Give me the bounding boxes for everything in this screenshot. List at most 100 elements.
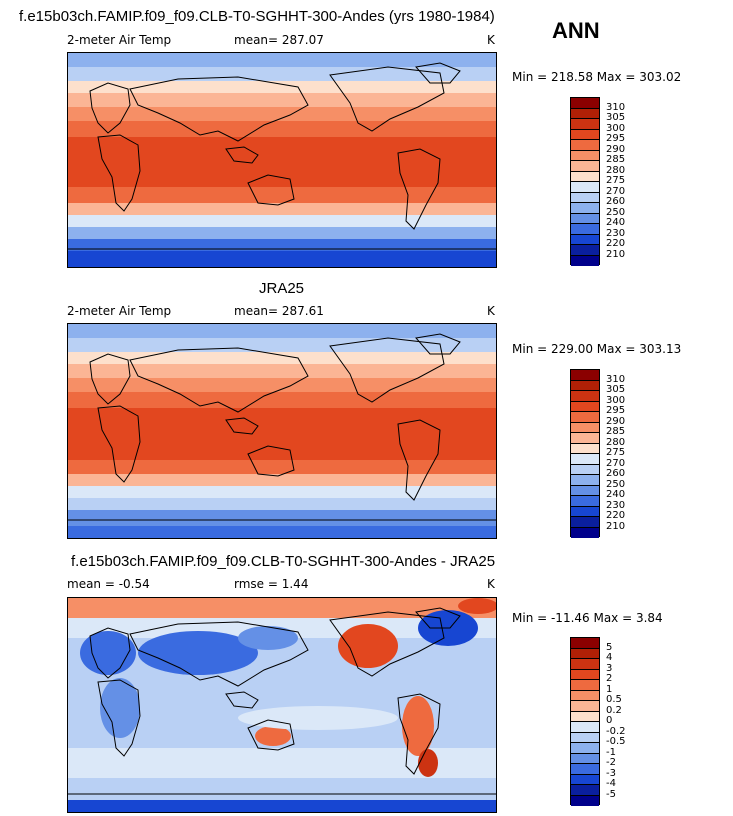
panel1-colorbar-tick-label: 285 (606, 154, 626, 165)
panel3-title: f.e15b03ch.FAMIP.f09_f09.CLB-T0-SGHHT-30… (71, 553, 496, 570)
panel1-colorbar-tick-label: 275 (606, 175, 626, 186)
panel3-colorbar-tick-label: -0.2 (606, 725, 626, 737)
panel3-colorbar-tick-label: -2 (606, 757, 616, 768)
panel1-colorbar-tick-label: 240 (606, 217, 626, 228)
panel2-units: K (487, 304, 495, 318)
panel1-mean: mean= 287.07 (234, 33, 324, 47)
panel2-colorbar-tick-label: 220 (606, 510, 626, 521)
panel3-colorbar-swatch (571, 764, 599, 775)
panel3-colorbar-swatch (571, 648, 599, 659)
panel3-colorbar-tick-label: 0.2 (606, 704, 622, 716)
panel2-colorbar-swatch (571, 370, 599, 381)
panel1-colorbar-swatch (571, 224, 599, 235)
panel1-colorbar-tick-label: 220 (606, 238, 626, 249)
panel1-colorbar-tick-label: 290 (606, 143, 626, 155)
panel2-mean: mean= 287.61 (234, 304, 324, 318)
panel1-colorbar-swatch (571, 182, 599, 193)
panel1-colorbar-tick-label: 300 (606, 122, 626, 134)
panel2-colorbar-tick-label: 240 (606, 489, 626, 500)
panel3-colorbar-swatch (571, 785, 599, 796)
panel2-colorbar-swatch (571, 517, 599, 528)
panel3-colorbar-tick-label: -1 (606, 746, 616, 758)
panel3-colorbar-swatch (571, 690, 599, 701)
panel1-colorbar-box (570, 97, 600, 266)
panel2-colorbar-swatch (571, 380, 599, 391)
main-title: f.e15b03ch.FAMIP.f09_f09.CLB-T0-SGHHT-30… (19, 8, 495, 25)
panel3-colorbar-tick-label: -5 (606, 788, 616, 800)
panel1-units: K (487, 33, 495, 47)
panel2-colorbar-tick-label: 285 (606, 426, 626, 437)
panel2-colorbar-swatch (571, 475, 599, 486)
panel3-colorbar-swatch (571, 774, 599, 785)
panel2-colorbar-tick-label: 290 (606, 415, 626, 427)
panel2-colorbar-tick-label: 310 (606, 373, 626, 385)
panel2-colorbar-swatch (571, 412, 599, 423)
panel1-colorbar-swatch (571, 108, 599, 119)
panel3-minmax: Min = -11.46 Max = 3.84 (512, 611, 663, 625)
panel3-map (67, 597, 497, 813)
panel2-colorbar-tick-label: 300 (606, 394, 626, 406)
panel3-colorbar-tick-label: 1 (606, 683, 613, 695)
panel1-colorbar-tick-label: 250 (606, 206, 626, 218)
panel1-colorbar-swatch (571, 171, 599, 182)
panel3-colorbar-swatch (571, 701, 599, 712)
panel3-colorbar-swatch (571, 753, 599, 764)
panel1-variable: 2-meter Air Temp (67, 33, 172, 47)
panel1-colorbar-swatch (571, 192, 599, 203)
panel1-colorbar-tick-label: 210 (606, 248, 626, 260)
panel2-colorbar-tick-label: 250 (606, 478, 626, 490)
panel1-colorbar-tick-label: 295 (606, 133, 626, 144)
panel1-colorbar-tick-label: 270 (606, 185, 626, 197)
panel2-colorbar-swatch (571, 506, 599, 517)
panel1-colorbar-tick-label: 260 (606, 196, 626, 207)
panel2-colorbar-swatch (571, 401, 599, 412)
panel1-colorbar-swatch (571, 213, 599, 224)
panel2-colorbar-swatch (571, 485, 599, 496)
panel1-colorbar-swatch (571, 150, 599, 161)
panel2-colorbar-swatch (571, 443, 599, 454)
panel3-rmse: rmse = 1.44 (234, 577, 309, 591)
panel3-colorbar-tick-label: 3 (606, 662, 613, 674)
panel3-units: K (487, 577, 495, 591)
panel1-colorbar-swatch (571, 119, 599, 130)
panel2-colorbar-swatch (571, 454, 599, 465)
panel2-colorbar-tick-label: 210 (606, 520, 626, 532)
panel3-colorbar-swatch (571, 795, 599, 806)
panel3-colorbar-swatch (571, 680, 599, 691)
panel2-colorbar-tick-label: 305 (606, 384, 626, 395)
panel3-colorbar-swatch (571, 732, 599, 743)
panel2-colorbar-tick-label: 295 (606, 405, 626, 416)
panel3-colorbar-tick-label: 0.5 (606, 694, 622, 705)
panel3-colorbar-tick-label: -0.5 (606, 736, 626, 747)
panel2-variable: 2-meter Air Temp (67, 304, 172, 318)
panel1-colorbar-tick-label: 230 (606, 227, 626, 239)
panel1-minmax: Min = 218.58 Max = 303.02 (512, 70, 682, 84)
panel2-colorbar-swatch (571, 433, 599, 444)
panel2-colorbar-tick-label: 270 (606, 457, 626, 469)
panel3-colorbar-tick-label: -4 (606, 778, 616, 789)
panel1-colorbar-tick-label: 310 (606, 101, 626, 113)
panel1-colorbar-swatch (571, 255, 599, 266)
panel3-colorbar-swatch (571, 743, 599, 754)
panel3-colorbar-swatch (571, 669, 599, 680)
panel1-colorbar-swatch (571, 234, 599, 245)
panel3-colorbar-tick-label: 2 (606, 673, 613, 684)
panel3-colorbar-box (570, 637, 600, 806)
panel2-colorbar-swatch (571, 496, 599, 507)
panel3-colorbar-tick-label: 4 (606, 652, 613, 663)
panel1-colorbar-swatch (571, 161, 599, 172)
panel2-title: JRA25 (259, 280, 305, 297)
panel2-minmax: Min = 229.00 Max = 303.13 (512, 342, 682, 356)
panel3-colorbar-tick-label: -3 (606, 767, 616, 779)
panel1-colorbar-swatch (571, 129, 599, 140)
panel1-colorbar-swatch (571, 245, 599, 256)
panel3-mean: mean = -0.54 (67, 577, 150, 591)
panel1-colorbar-swatch (571, 140, 599, 151)
panel3-colorbar-tick-label: 5 (606, 641, 613, 653)
panel3-colorbar-swatch (571, 638, 599, 649)
panel2-colorbar-tick-label: 275 (606, 447, 626, 458)
panel2-colorbar-swatch (571, 527, 599, 538)
panel3-colorbar-swatch (571, 722, 599, 733)
panel2-colorbar-swatch (571, 422, 599, 433)
panel1-colorbar-swatch (571, 98, 599, 109)
